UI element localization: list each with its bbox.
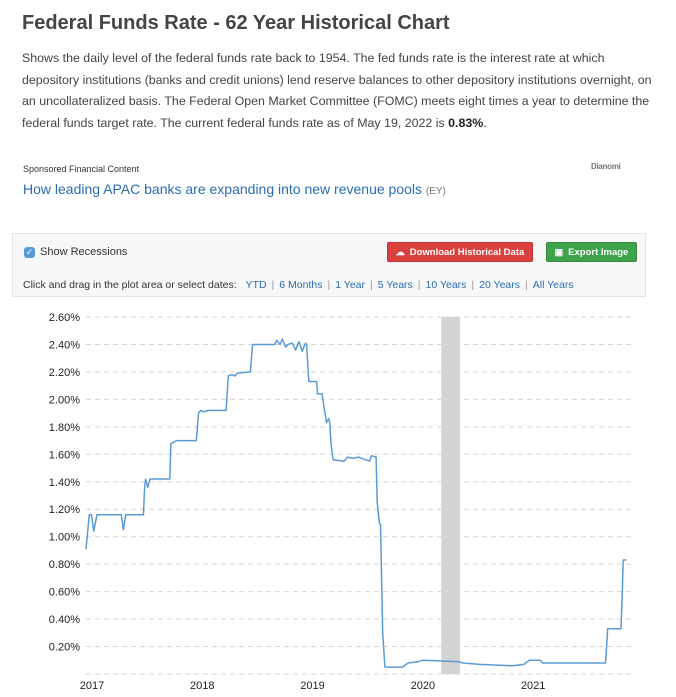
range-separator: | — [271, 279, 275, 291]
y-tick-label: 0.60% — [49, 587, 80, 599]
range-ytd[interactable]: YTD — [245, 279, 267, 291]
current-rate-value: 0.83% — [448, 115, 484, 130]
rate-series-line[interactable] — [85, 338, 627, 668]
x-tick-label: 2020 — [411, 680, 435, 692]
y-tick-label: 1.60% — [49, 449, 80, 461]
range-all-years[interactable]: All Years — [532, 279, 574, 291]
sponsored-link[interactable]: How leading APAC banks are expanding int… — [23, 181, 446, 197]
range-separator: | — [327, 279, 331, 291]
y-tick-label: 2.60% — [49, 312, 80, 324]
cloud-download-icon: ☁ — [395, 246, 405, 257]
download-historical-data-button[interactable]: ☁ Download Historical Data — [387, 242, 533, 262]
range-separator: | — [370, 279, 373, 291]
range-20-years[interactable]: 20 Years — [479, 279, 521, 291]
chart-toolbar: ✓ Show Recessions ☁ Download Historical … — [12, 233, 646, 297]
x-tick-label: 2021 — [521, 680, 545, 692]
export-label: Export Image — [568, 246, 629, 258]
date-prompt: Click and drag in the plot area or selec… — [23, 279, 237, 291]
range-separator: | — [471, 279, 475, 291]
sponsor-logo[interactable]: Dianomi — [591, 162, 621, 171]
checkbox-checked-icon[interactable]: ✓ — [24, 246, 35, 258]
description-text: Shows the daily level of the federal fun… — [22, 51, 652, 130]
show-recessions-label: Show Recessions — [40, 246, 128, 258]
sponsored-link-text[interactable]: How leading APAC banks are expanding int… — [23, 181, 422, 197]
sponsored-link-source: (EY) — [425, 186, 446, 197]
recession-band — [441, 317, 460, 674]
y-tick-label: 2.40% — [49, 339, 80, 351]
page-description: Shows the daily level of the federal fun… — [22, 48, 654, 134]
y-tick-label: 1.40% — [49, 477, 80, 489]
range-separator: | — [525, 279, 528, 291]
x-tick-label: 2019 — [300, 680, 324, 692]
y-tick-label: 2.20% — [49, 367, 80, 379]
y-tick-label: 0.40% — [49, 614, 80, 626]
x-tick-label: 2017 — [80, 680, 104, 692]
y-tick-label: 1.00% — [49, 532, 80, 544]
range-6-months[interactable]: 6 Months — [279, 279, 323, 291]
range-1-year[interactable]: 1 Year — [335, 279, 366, 291]
sponsored-label: Sponsored Financial Content — [23, 164, 140, 174]
range-separator: | — [417, 279, 421, 291]
download-label: Download Historical Data — [409, 246, 525, 258]
y-tick-label: 1.80% — [49, 422, 80, 434]
y-tick-label: 1.20% — [49, 504, 80, 516]
y-tick-label: 2.00% — [49, 394, 80, 406]
x-tick-label: 2018 — [190, 680, 214, 692]
description-end: . — [483, 115, 487, 130]
rate-line-chart[interactable]: 0.20% 0.40% 0.60% 0.80% 1.00% 1.20% 1.40% 1.60%… — [0, 300, 676, 697]
show-recessions-toggle[interactable]: ✓ Show Recessions — [24, 246, 127, 258]
page-title: Federal Funds Rate - 62 Year Historical … — [22, 12, 450, 34]
image-icon: ▣ — [554, 246, 564, 257]
y-tick-label: 0.80% — [49, 559, 80, 571]
range-5-years[interactable]: 5 Years — [377, 279, 413, 291]
export-image-button[interactable]: ▣ Export Image — [546, 242, 637, 262]
date-range-selector: Click and drag in the plot area or selec… — [23, 279, 574, 291]
range-10-years[interactable]: 10 Years — [425, 279, 467, 291]
y-tick-label: 0.20% — [49, 642, 80, 654]
